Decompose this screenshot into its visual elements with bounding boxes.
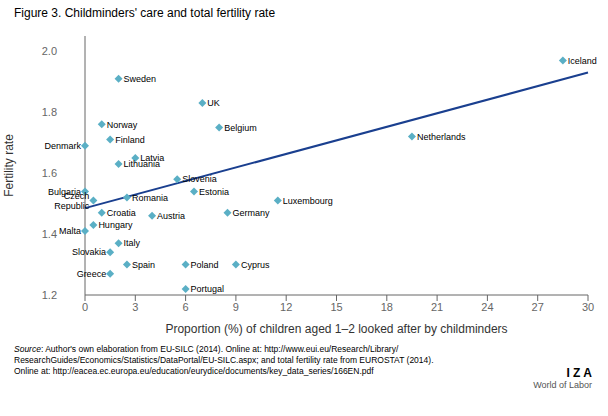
svg-text:24: 24 bbox=[481, 301, 493, 313]
svg-text:Sweden: Sweden bbox=[124, 74, 157, 84]
svg-text:Belgium: Belgium bbox=[224, 123, 257, 133]
html-text:Figure 3. Childminders' care a: Figure 3. Childminders' care and total f… bbox=[14, 6, 276, 20]
svg-text:30: 30 bbox=[582, 301, 594, 313]
svg-text:Slovenia: Slovenia bbox=[182, 174, 217, 184]
svg-text:Cyprus: Cyprus bbox=[241, 260, 270, 270]
svg-text:18: 18 bbox=[381, 301, 393, 313]
svg-text:Austria: Austria bbox=[157, 211, 185, 221]
html-text:World of Labor: World of Labor bbox=[533, 380, 592, 390]
svg-text:CzechRepublic: CzechRepublic bbox=[54, 191, 90, 211]
svg-text:Iceland: Iceland bbox=[568, 56, 597, 66]
svg-text:9: 9 bbox=[233, 301, 239, 313]
svg-text:Hungary: Hungary bbox=[98, 220, 133, 230]
svg-text:27: 27 bbox=[532, 301, 544, 313]
svg-text:Fertility rate: Fertility rate bbox=[2, 134, 16, 197]
svg-text:3: 3 bbox=[132, 301, 138, 313]
svg-text:Italy: Italy bbox=[124, 238, 141, 248]
svg-text:Slovakia: Slovakia bbox=[72, 247, 106, 257]
svg-text:0: 0 bbox=[82, 301, 88, 313]
svg-text:1.2: 1.2 bbox=[42, 289, 57, 301]
html-text:I Z A: I Z A bbox=[566, 366, 592, 380]
svg-text:12: 12 bbox=[280, 301, 292, 313]
svg-text:Poland: Poland bbox=[191, 260, 219, 270]
svg-text:2.0: 2.0 bbox=[42, 45, 57, 57]
svg-text:1.6: 1.6 bbox=[42, 167, 57, 179]
svg-text:6: 6 bbox=[183, 301, 189, 313]
svg-text:Latvia: Latvia bbox=[140, 153, 165, 163]
svg-text:Romania: Romania bbox=[132, 193, 168, 203]
svg-text:Croatia: Croatia bbox=[107, 208, 136, 218]
svg-text:Netherlands: Netherlands bbox=[417, 132, 466, 142]
svg-text:Luxembourg: Luxembourg bbox=[283, 196, 333, 206]
svg-text:1.4: 1.4 bbox=[42, 228, 57, 240]
svg-text:Malta: Malta bbox=[59, 226, 81, 236]
svg-text:UK: UK bbox=[207, 98, 220, 108]
svg-text:21: 21 bbox=[431, 301, 443, 313]
svg-text:Denmark: Denmark bbox=[44, 141, 81, 151]
svg-text:Finland: Finland bbox=[115, 135, 145, 145]
svg-text:Portugal: Portugal bbox=[191, 284, 225, 294]
svg-text:1.8: 1.8 bbox=[42, 106, 57, 118]
svg-text:Germany: Germany bbox=[233, 208, 271, 218]
svg-text:15: 15 bbox=[330, 301, 342, 313]
svg-text:Estonia: Estonia bbox=[199, 187, 229, 197]
svg-text:Norway: Norway bbox=[107, 120, 138, 130]
html-text:Source: Author's own elaborati: Source: Author's own elaboration from EU… bbox=[14, 344, 434, 377]
svg-text:Spain: Spain bbox=[132, 260, 155, 270]
svg-text:Proportion (%) of children age: Proportion (%) of children aged 1–2 look… bbox=[165, 322, 507, 336]
svg-text:Greece: Greece bbox=[77, 269, 107, 279]
svg-text:Lithuania: Lithuania bbox=[124, 159, 161, 169]
